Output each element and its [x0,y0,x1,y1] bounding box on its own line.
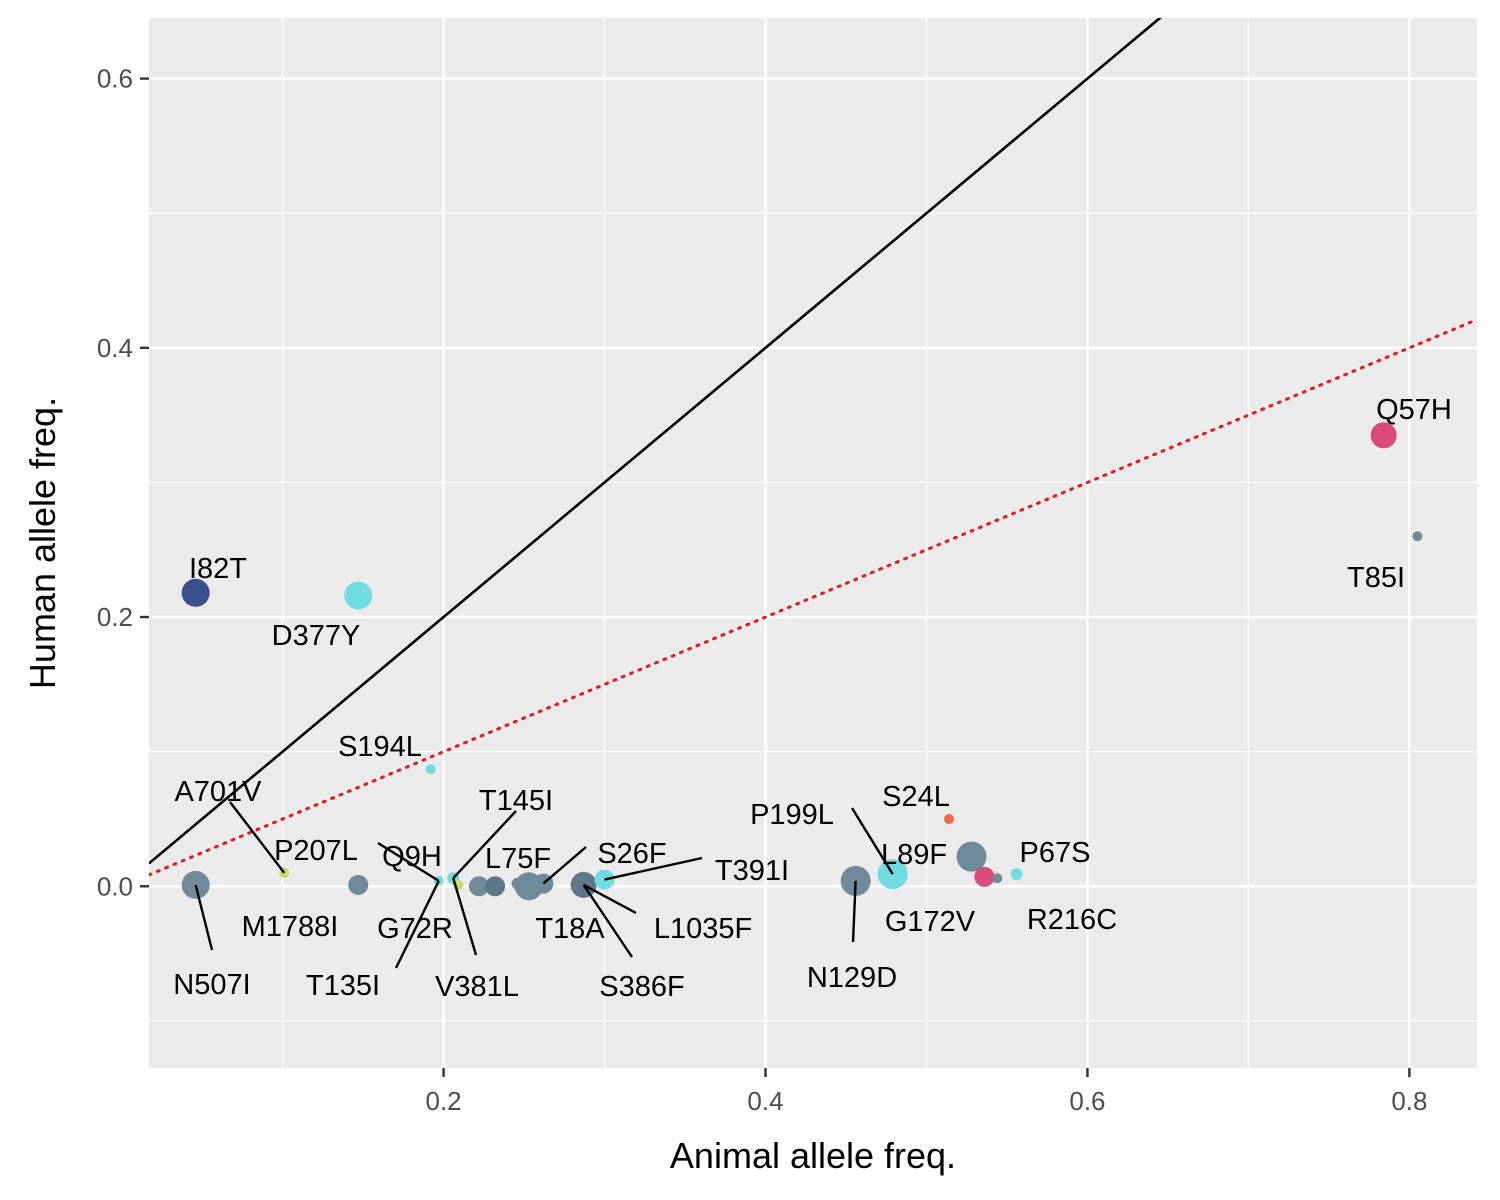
point-label: N507I [173,969,250,1001]
point-label: L89F [881,839,947,871]
point-label: I82T [189,553,247,585]
label-leader-line [850,807,894,875]
point-label: L75F [485,843,551,875]
point-label: S26F [597,838,666,870]
identity-reference-line [149,18,1162,865]
label-leader-line [851,880,857,943]
label-leader-line [394,880,440,969]
point-label: T135I [306,970,380,1002]
point-label: N129D [807,962,897,994]
x-tick-label: 0.2 [425,1086,461,1116]
label-leader-line [582,884,633,958]
point-label: R216C [1027,904,1117,936]
label-leader-line [583,883,637,915]
data-point [956,841,987,872]
point-label: G72R [377,913,453,945]
data-point [181,578,210,607]
y-tick-label: 0.2 [97,602,133,632]
point-labels: I82T D377Y Q57H T85I S194L S24L A701V P207L Q9H T… [173,394,1452,1003]
data-point [974,866,995,887]
data-point [1370,422,1397,449]
point-label: V381L [435,971,519,1003]
x-tick-label: 0.4 [747,1086,783,1116]
point-label: S386F [599,971,684,1003]
point-label: A701V [174,776,262,808]
point-label: P67S [1020,837,1091,869]
label-leaders [194,801,894,969]
x-tick-label: 0.8 [1391,1086,1427,1116]
data-point [485,876,506,897]
point-label: Q9H [382,841,442,873]
label-leader-line [229,801,286,874]
data-points [181,422,1423,901]
point-label: T145I [479,785,553,817]
y-tick-label: 0.0 [97,871,133,901]
data-point [1412,531,1423,542]
data-point [425,764,436,775]
label-leader-line [604,856,703,881]
point-label: L1035F [654,913,752,945]
point-label: P207L [274,835,358,867]
grid-lines [149,18,1477,1068]
label-leader-line [377,841,440,882]
label-leader-line [452,877,478,956]
axes: 0.2 0.4 0.6 0.8 0.0 0.2 0.4 0.6 [97,64,1428,1116]
point-label: S24L [882,781,950,813]
label-leader-line [542,846,587,885]
data-point [468,876,489,897]
point-label: D377Y [272,620,361,652]
x-tick-label: 0.6 [1069,1086,1105,1116]
label-leader-line [194,884,214,951]
point-label: T85I [1347,562,1405,594]
point-label: T18A [535,913,605,945]
reference-lines [149,18,1477,877]
point-label: T391I [715,855,789,887]
point-label: S194L [338,731,422,763]
dotted-reference-line [149,318,1477,877]
plot-panel [149,18,1477,1068]
point-label: P199L [750,799,834,831]
point-label: M1788I [242,911,339,943]
x-axis-title: Animal allele freq. [670,1135,956,1176]
point-label: Q57H [1376,394,1452,426]
label-leader-line [452,810,517,880]
y-tick-label: 0.6 [97,64,133,94]
data-point [944,813,955,824]
data-point [992,873,1003,884]
y-axis-title: Human allele freq. [22,397,63,689]
data-point [344,581,373,610]
point-label: G172V [885,906,976,938]
y-tick-label: 0.4 [97,333,133,363]
data-point [1010,868,1023,881]
data-point [348,874,369,895]
